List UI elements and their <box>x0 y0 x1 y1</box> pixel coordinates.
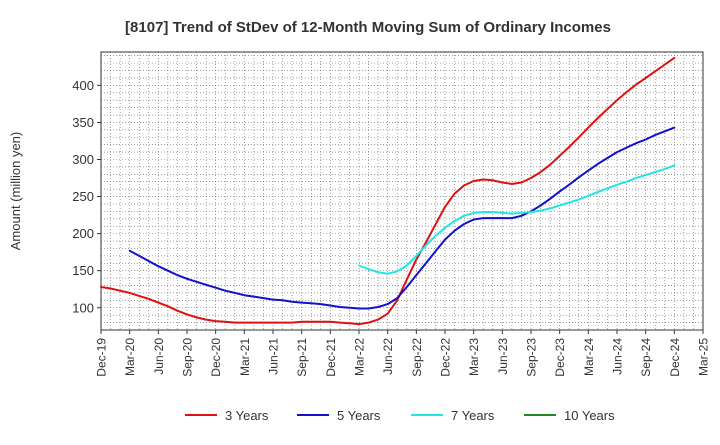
plot-frame <box>100 51 704 331</box>
y-tick-label: 200 <box>72 226 94 241</box>
x-tick-label: Jun-21 <box>267 338 281 375</box>
grid-layer <box>101 52 703 330</box>
legend-label-5-years: 5 Years <box>337 408 381 423</box>
x-tick-label: Dec-21 <box>324 338 338 377</box>
y-tick-label: 400 <box>72 78 94 93</box>
legend-label-10-years: 10 Years <box>564 408 615 423</box>
legend-label-7-years: 7 Years <box>451 408 495 423</box>
x-tick-label: Mar-22 <box>353 338 367 376</box>
x-tick-label: Jun-20 <box>152 338 166 375</box>
x-tick-label: Dec-20 <box>209 338 223 377</box>
y-tick-label: 350 <box>72 115 94 130</box>
x-tick-label: Mar-21 <box>238 338 252 376</box>
legend-label-3-years: 3 Years <box>225 408 269 423</box>
legend: 3 Years 5 Years 7 Years 10 Years <box>185 408 615 423</box>
x-tick-label: Sep-23 <box>525 338 539 377</box>
x-tick-label: Dec-23 <box>553 338 567 377</box>
y-tick-label: 250 <box>72 189 94 204</box>
y-tick-label: 100 <box>72 300 94 315</box>
x-axis-ticks: Dec-19 Mar-20 Jun-20 Sep-20 Dec-20 Mar-21 Jun-… <box>95 330 711 377</box>
y-axis-label: Amount (million yen) <box>8 132 23 251</box>
x-tick-label: Sep-22 <box>410 338 424 377</box>
x-tick-label: Jun-24 <box>611 338 625 375</box>
series-layer <box>100 56 676 326</box>
x-tick-label: Jun-22 <box>381 338 395 375</box>
y-axis-ticks: 100 150 200 250 300 350 400 <box>72 78 101 315</box>
x-tick-label: Dec-24 <box>668 338 682 377</box>
x-tick-label: Mar-25 <box>697 338 711 376</box>
y-tick-label: 300 <box>72 152 94 167</box>
x-tick-label: Mar-24 <box>582 338 596 376</box>
x-tick-label: Mar-23 <box>467 338 481 376</box>
x-tick-label: Sep-21 <box>295 338 309 377</box>
series-line-5-years <box>128 126 676 310</box>
x-tick-label: Dec-22 <box>439 338 453 377</box>
series-line-3-years <box>100 56 676 326</box>
x-tick-label: Dec-19 <box>95 338 109 377</box>
x-tick-label: Sep-20 <box>181 338 195 377</box>
x-tick-label: Mar-20 <box>123 338 137 376</box>
series-line-7-years <box>358 164 676 275</box>
chart-title: [8107] Trend of StDev of 12-Month Moving… <box>125 19 611 36</box>
x-tick-label: Jun-23 <box>496 338 510 375</box>
y-tick-label: 150 <box>72 263 94 278</box>
x-tick-label: Sep-24 <box>639 338 653 377</box>
